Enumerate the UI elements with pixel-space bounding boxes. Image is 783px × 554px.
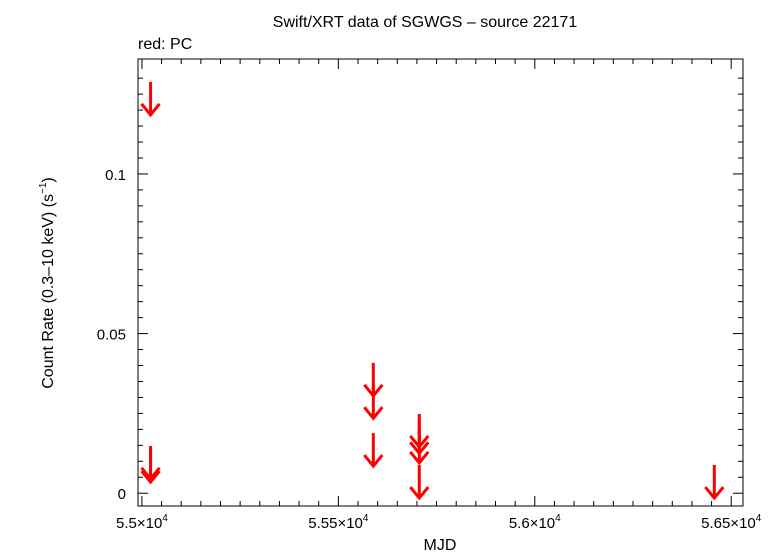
plot-frame	[137, 58, 744, 507]
y-axis-label-close: )	[40, 177, 57, 182]
upper-limit-arrow	[140, 449, 161, 485]
y-tick-label: 0	[118, 486, 126, 503]
y-tick-label: 0.05	[97, 327, 126, 344]
x-axis-label: MJD	[424, 537, 457, 554]
upper-limit-arrow	[409, 429, 430, 466]
x-axis: 5.5×104 5.55×104 5.6×104 5.65×104	[116, 59, 762, 532]
upper-limit-arrow	[409, 465, 430, 501]
x-tick-label: 5.6×104	[509, 513, 561, 532]
y-axis-label-main: Count Rate (0.3–10 keV) (s	[40, 194, 57, 389]
upper-limit-arrow	[363, 433, 384, 469]
data-marks	[140, 81, 725, 501]
y-tick-label: 0.1	[105, 167, 126, 184]
y-axis-label: Count Rate (0.3–10 keV) (s−1)	[38, 177, 57, 389]
x-tick-label: 5.65×104	[701, 513, 762, 532]
upper-limit-arrow	[363, 385, 384, 421]
upper-limit-arrow	[704, 465, 725, 501]
y-axis: 0 0.05 0.1	[97, 77, 743, 503]
y-axis-label-exponent: −1	[38, 182, 49, 194]
legend-note: red: PC	[138, 36, 192, 53]
x-tick-label: 5.5×104	[116, 513, 168, 532]
x-tick-label: 5.55×104	[308, 513, 369, 532]
upper-limit-arrow	[140, 81, 161, 118]
chart-title: Swift/XRT data of SGWGS – source 22171	[273, 14, 578, 31]
